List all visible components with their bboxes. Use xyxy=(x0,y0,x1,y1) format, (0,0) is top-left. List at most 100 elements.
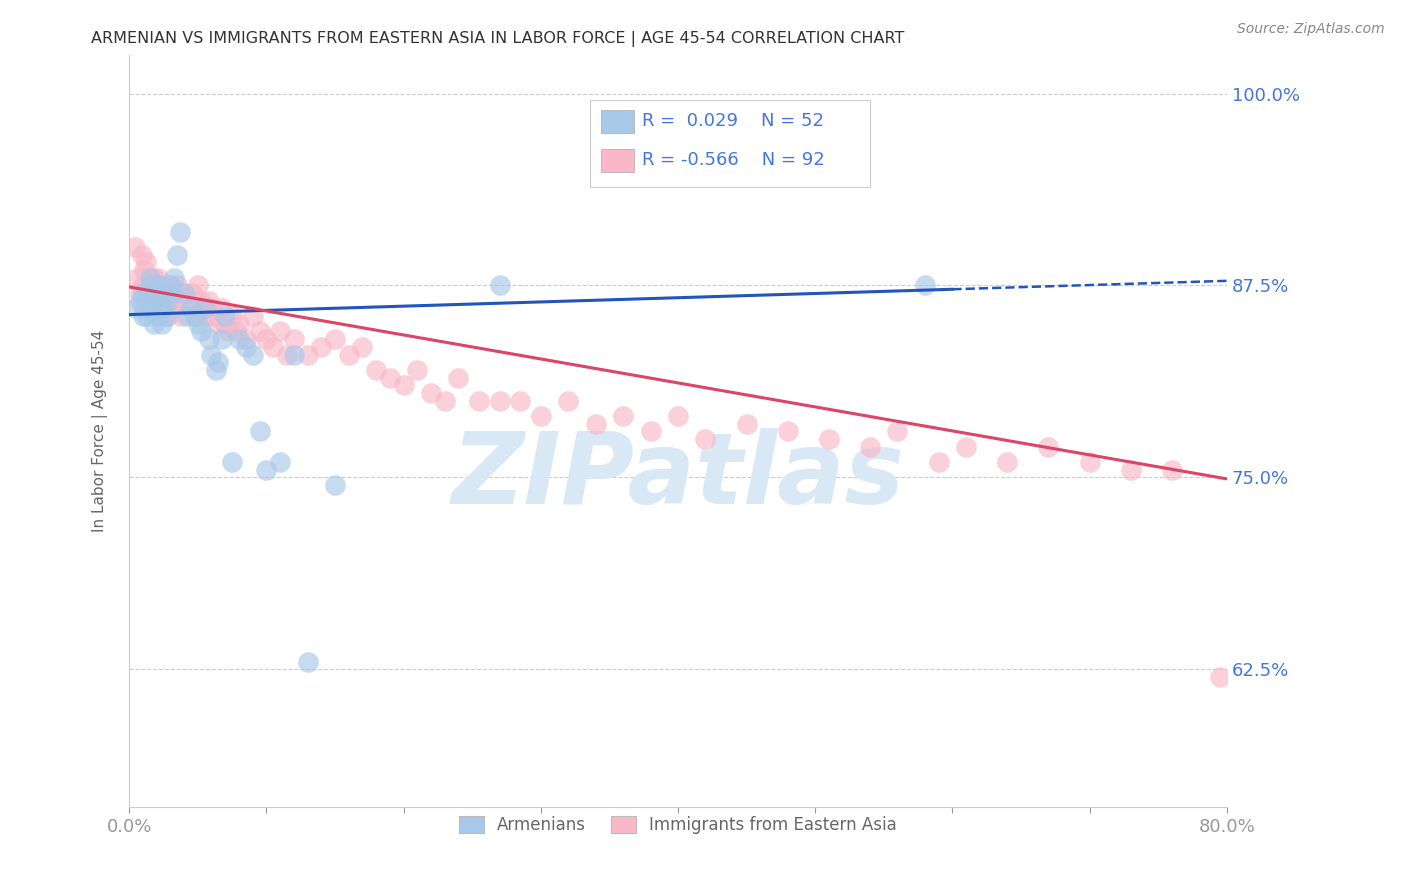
Point xyxy=(159,278,181,293)
Point xyxy=(207,355,229,369)
Point xyxy=(195,309,218,323)
Point xyxy=(153,286,176,301)
Point xyxy=(323,478,346,492)
Point xyxy=(134,263,156,277)
Point xyxy=(776,424,799,438)
Text: R =  0.029    N = 52: R = 0.029 N = 52 xyxy=(641,112,824,130)
Point xyxy=(142,317,165,331)
Point xyxy=(127,270,149,285)
Point xyxy=(131,248,153,262)
Point xyxy=(406,363,429,377)
Point xyxy=(197,332,219,346)
Text: ARMENIAN VS IMMIGRANTS FROM EASTERN ASIA IN LABOR FORCE | AGE 45-54 CORRELATION : ARMENIAN VS IMMIGRANTS FROM EASTERN ASIA… xyxy=(91,31,905,47)
Point xyxy=(447,370,470,384)
Point xyxy=(242,309,264,323)
Point xyxy=(153,301,176,316)
Point xyxy=(179,301,201,316)
Point xyxy=(612,409,634,423)
Point xyxy=(309,340,332,354)
Point xyxy=(148,286,170,301)
Point xyxy=(190,293,212,308)
Point xyxy=(468,393,491,408)
Point xyxy=(433,393,456,408)
Point xyxy=(557,393,579,408)
Text: ZIPatlas: ZIPatlas xyxy=(451,428,904,524)
Point xyxy=(249,325,271,339)
Point xyxy=(211,332,233,346)
Point xyxy=(129,286,152,301)
Point xyxy=(156,293,179,308)
Point xyxy=(297,655,319,669)
Point xyxy=(129,293,152,308)
Point xyxy=(488,393,510,408)
Point xyxy=(217,325,239,339)
Point xyxy=(173,286,195,301)
Point xyxy=(235,340,257,354)
Point xyxy=(146,309,169,323)
Point xyxy=(254,463,277,477)
Point xyxy=(165,293,187,308)
FancyBboxPatch shape xyxy=(602,110,634,133)
Point xyxy=(187,278,209,293)
Point xyxy=(176,293,198,308)
Point xyxy=(139,270,162,285)
Point xyxy=(1119,463,1142,477)
Point xyxy=(200,347,222,361)
Point xyxy=(197,293,219,308)
Point xyxy=(136,309,159,323)
Point xyxy=(228,317,250,331)
Point xyxy=(180,301,202,316)
Point xyxy=(143,286,166,301)
Point xyxy=(139,270,162,285)
Point xyxy=(132,286,155,301)
Point xyxy=(323,332,346,346)
Point xyxy=(162,301,184,316)
Point xyxy=(159,286,181,301)
Point xyxy=(141,301,163,316)
Y-axis label: In Labor Force | Age 45-54: In Labor Force | Age 45-54 xyxy=(93,330,108,533)
Point xyxy=(184,309,207,323)
Point xyxy=(276,347,298,361)
Point xyxy=(170,309,193,323)
Point xyxy=(169,225,191,239)
Point xyxy=(150,317,173,331)
Point xyxy=(955,440,977,454)
Point xyxy=(378,370,401,384)
Point xyxy=(488,278,510,293)
Point xyxy=(337,347,360,361)
Point xyxy=(242,347,264,361)
Point xyxy=(145,278,167,293)
Point xyxy=(735,417,758,431)
Text: R = -0.566    N = 92: R = -0.566 N = 92 xyxy=(641,152,824,169)
Point xyxy=(148,278,170,293)
Point xyxy=(149,293,172,308)
Point xyxy=(152,301,174,316)
Point xyxy=(249,424,271,438)
Point xyxy=(194,301,217,316)
Point xyxy=(176,309,198,323)
Point xyxy=(214,317,236,331)
Point xyxy=(190,325,212,339)
Point xyxy=(135,293,157,308)
Point xyxy=(145,301,167,316)
Point xyxy=(141,293,163,308)
Point xyxy=(886,424,908,438)
Point xyxy=(666,409,689,423)
Point xyxy=(155,286,177,301)
Point xyxy=(211,301,233,316)
Point xyxy=(1209,670,1232,684)
Point xyxy=(156,309,179,323)
Point xyxy=(132,309,155,323)
Point xyxy=(228,332,250,346)
Point xyxy=(202,309,225,323)
Point xyxy=(297,347,319,361)
Point xyxy=(136,278,159,293)
Point xyxy=(149,293,172,308)
Point xyxy=(143,286,166,301)
Point xyxy=(392,378,415,392)
Point xyxy=(146,270,169,285)
Point xyxy=(859,440,882,454)
Point xyxy=(283,347,305,361)
Point xyxy=(262,340,284,354)
Point xyxy=(214,309,236,323)
